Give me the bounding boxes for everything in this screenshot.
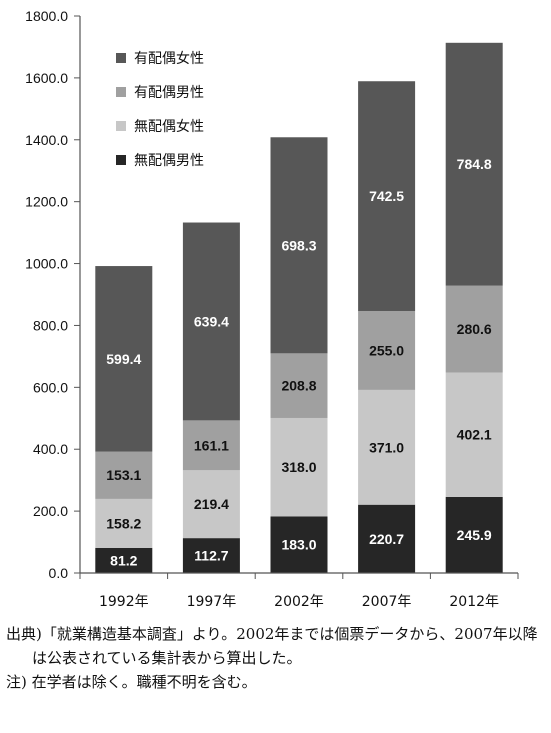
data-label: 158.2 — [106, 515, 141, 531]
data-label: 742.5 — [369, 188, 404, 204]
axes — [79, 16, 519, 579]
data-label: 698.3 — [281, 237, 316, 253]
legend-swatch — [116, 155, 126, 165]
bar-segment — [358, 310, 416, 390]
y-tick-label: 800.0 — [33, 317, 68, 333]
data-label: 784.8 — [457, 156, 492, 172]
data-labels: 81.2 158.2 153.1 599.4 112.7 219.4 161.1 639.4 1… — [106, 156, 492, 568]
data-label: 220.7 — [369, 531, 404, 547]
data-label: 161.1 — [194, 437, 229, 453]
data-label: 208.8 — [281, 378, 316, 394]
bars — [95, 42, 503, 573]
bar-segment — [182, 538, 240, 573]
y-tick-label: 1800.0 — [25, 8, 68, 24]
bar-segment — [270, 137, 328, 354]
x-tick-label: 2012年 — [449, 594, 499, 610]
y-tick-label: 1600.0 — [25, 70, 68, 86]
source-note: 出典)「就業構造基本調査」より。2002年までは個票データから、2007年以降は… — [6, 625, 538, 667]
bar-segment — [358, 389, 416, 505]
bar-segment — [182, 222, 240, 421]
y-tick-label: 600.0 — [33, 379, 68, 395]
legend-swatch — [116, 87, 126, 97]
data-label: 599.4 — [106, 351, 141, 367]
data-label: 255.0 — [369, 342, 404, 358]
x-tick-label: 1997年 — [187, 594, 237, 610]
bar-segment — [358, 504, 416, 573]
legend-swatch — [116, 121, 126, 131]
y-tick-label: 0.0 — [49, 565, 69, 581]
data-label: 318.0 — [281, 459, 316, 475]
legend-swatch — [116, 53, 126, 63]
bar-segment — [95, 498, 153, 548]
data-label: 639.4 — [194, 313, 229, 329]
bar-segment — [95, 547, 153, 573]
y-axis-ticks: 0.0 200.0 400.0 600.0 800.0 1000.0 1200.0 1400.… — [25, 8, 80, 581]
legend-label: 有配偶男性 — [134, 85, 204, 101]
stacked-bar-chart: 0.0 200.0 400.0 600.0 800.0 1000.0 1200.0 1400.… — [25, 8, 519, 610]
y-tick-label: 400.0 — [33, 441, 68, 457]
bar-segment — [445, 285, 503, 373]
data-label: 402.1 — [457, 427, 492, 443]
bar-segment — [182, 420, 240, 471]
legend-label: 有配偶女性 — [134, 50, 204, 67]
bar-segment — [95, 451, 153, 499]
bar-segment — [358, 81, 416, 311]
data-label: 153.1 — [106, 467, 141, 483]
y-tick-label: 200.0 — [33, 503, 68, 519]
y-tick-label: 1000.0 — [25, 256, 68, 272]
legend-label: 無配偶男性 — [134, 153, 204, 169]
x-axis-labels: 1992年 1997年 2002年 2007年 2012年 — [99, 594, 499, 610]
y-tick-label: 1200.0 — [25, 194, 68, 210]
bar-segment — [95, 266, 153, 452]
data-label: 219.4 — [194, 496, 229, 512]
bar-segment — [182, 470, 240, 539]
bar-segment — [270, 417, 328, 517]
data-label: 112.7 — [194, 548, 228, 564]
data-label: 280.6 — [457, 321, 492, 337]
data-label: 81.2 — [110, 552, 137, 568]
bar-segment — [445, 372, 503, 497]
y-tick-label: 1400.0 — [25, 132, 68, 148]
bar-segment — [270, 353, 328, 418]
bar-segment — [445, 496, 503, 573]
exclusion-note: 注) 在学者は除く。職種不明を含む。 — [6, 673, 257, 691]
data-label: 245.9 — [457, 527, 492, 543]
bar-segment — [270, 516, 328, 573]
legend-label: 無配偶女性 — [134, 118, 204, 135]
data-label: 371.0 — [369, 439, 404, 455]
notes: 出典)「就業構造基本調査」より。2002年までは個票データから、2007年以降は… — [6, 622, 546, 694]
x-tick-label: 2007年 — [362, 594, 412, 610]
x-tick-label: 1992年 — [99, 594, 149, 610]
x-tick-label: 2002年 — [274, 594, 324, 610]
data-label: 183.0 — [281, 537, 316, 553]
bar-segment — [445, 42, 503, 286]
